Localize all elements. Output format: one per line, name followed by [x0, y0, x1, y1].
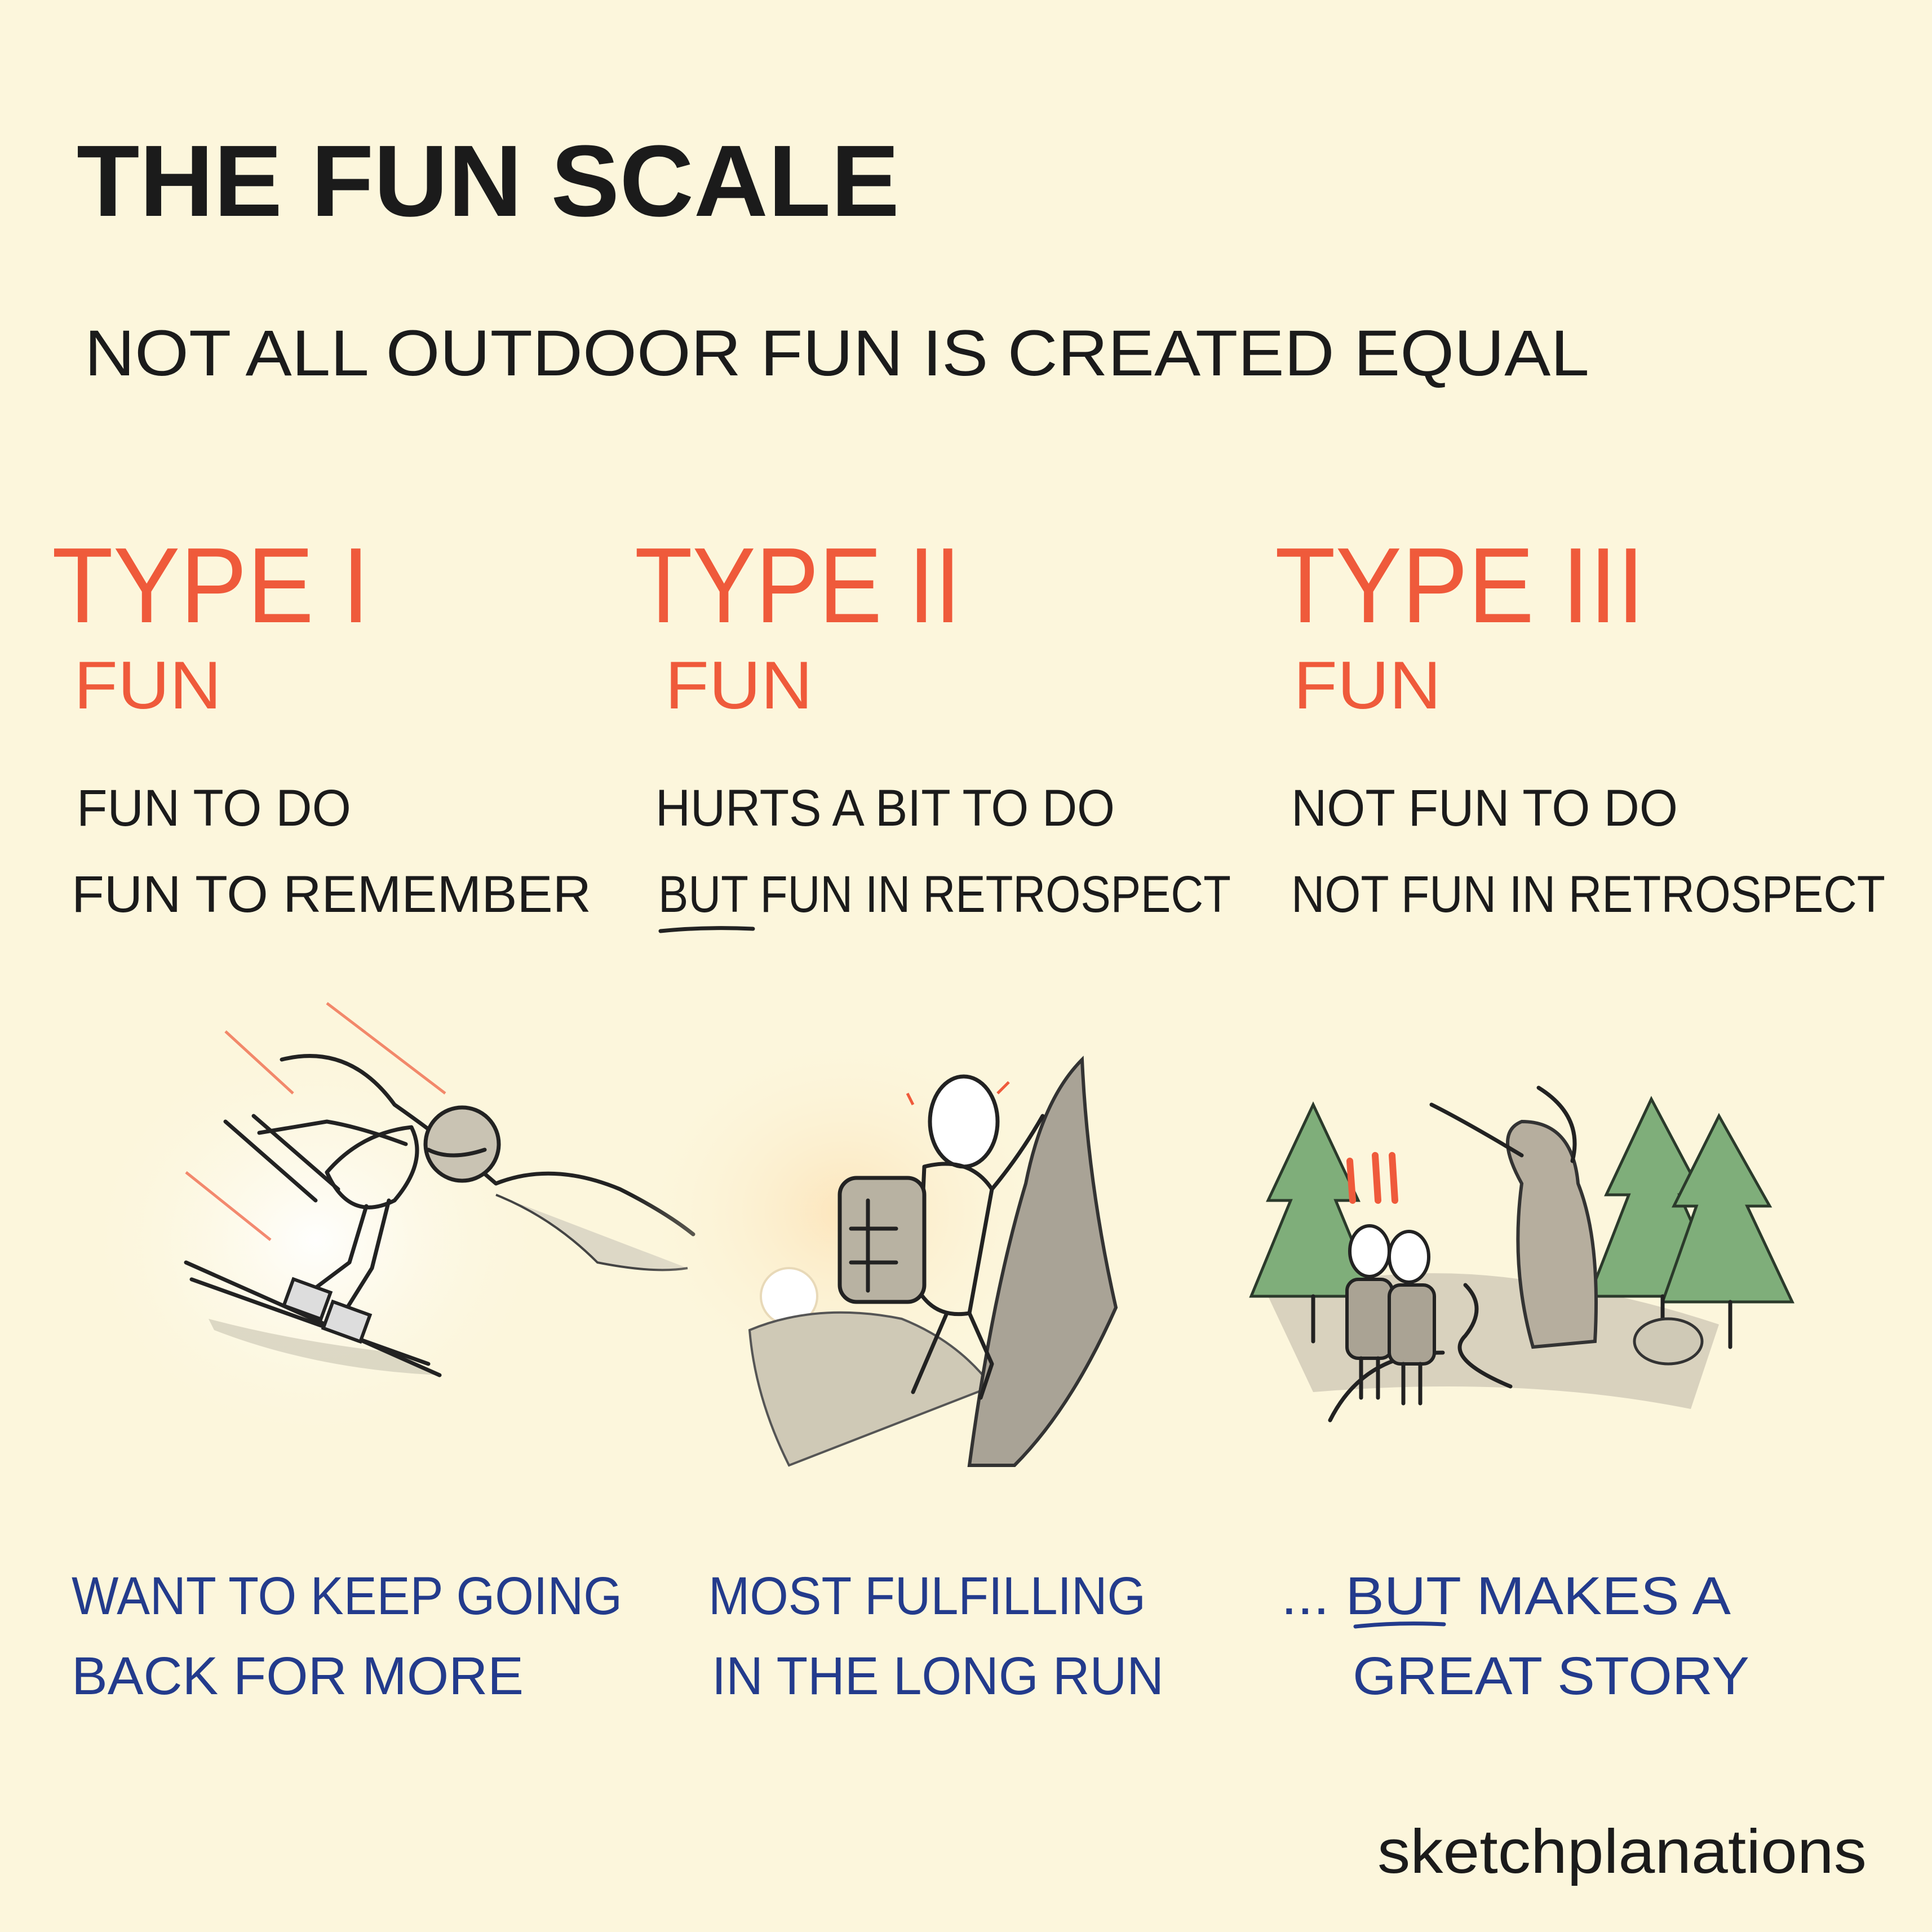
description-line: BUT FUN IN RETROSPECT [658, 866, 1231, 923]
caption-line: GREAT STORY [1353, 1646, 1749, 1706]
caption-line: WANT TO KEEP GOING [72, 1566, 622, 1626]
credit: sketchplanations [1377, 1817, 1867, 1886]
description-line: NOT FUN TO DO [1291, 779, 1678, 837]
underline [1353, 1621, 1446, 1629]
fun-label: FUN [665, 648, 813, 723]
bear-illustration [1249, 1085, 1794, 1423]
description-line: HURTS A BIT TO DO [655, 779, 1115, 837]
caption-line: MOST FULFILLING [708, 1566, 1146, 1626]
fun-label: FUN [1293, 648, 1441, 723]
caption-line: ... BUT MAKES A [1281, 1566, 1731, 1626]
caption-line: BACK FOR MORE [72, 1646, 524, 1706]
type-heading: TYPE III [1275, 526, 1645, 645]
type-heading: TYPE I [52, 526, 370, 645]
fun-label: FUN [74, 648, 221, 723]
underline [658, 926, 755, 933]
climber-illustration [631, 1026, 1118, 1467]
caption-line: IN THE LONG RUN [712, 1646, 1164, 1706]
title: THE FUN SCALE [77, 125, 899, 238]
subtitle: NOT ALL OUTDOOR FUN IS CREATED EQUAL [85, 317, 1589, 389]
description-line: FUN TO DO [77, 779, 351, 837]
description-line: NOT FUN IN RETROSPECT [1291, 866, 1885, 923]
type-heading: TYPE II [635, 526, 961, 645]
description-line: FUN TO REMEMBER [72, 866, 591, 923]
